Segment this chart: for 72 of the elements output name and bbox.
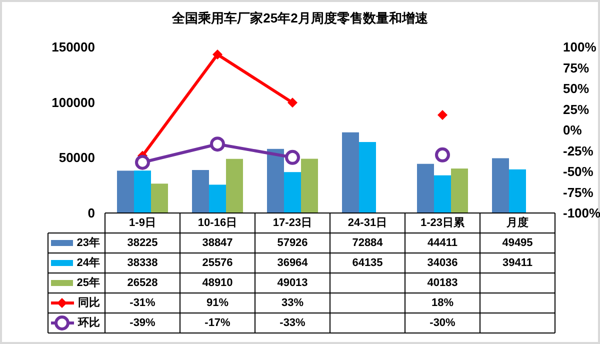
y-tick-label: 50000 xyxy=(58,150,95,166)
y-tick-label: 100000 xyxy=(52,94,95,110)
y2-tick-label: 25% xyxy=(563,102,590,117)
data-label: 48910 xyxy=(202,277,233,289)
legend-label: 同比 xyxy=(78,296,100,309)
point xyxy=(210,136,225,152)
x-tick-label: 月度 xyxy=(506,216,528,229)
data-label: 26528 xyxy=(127,277,158,289)
bar xyxy=(359,142,376,213)
data-label: 25576 xyxy=(202,257,233,269)
legend-label: 24年 xyxy=(76,256,100,269)
data-label: 38225 xyxy=(127,237,158,249)
data-label: -17% xyxy=(204,317,231,329)
data-label: 49495 xyxy=(502,237,533,249)
data-label: 39411 xyxy=(502,257,532,269)
bar xyxy=(434,175,451,213)
data-label: -30% xyxy=(430,317,456,329)
data-label: 18% xyxy=(431,297,454,309)
x-tick-label: 1-9日 xyxy=(129,217,156,229)
x-tick-label: 17-23日 xyxy=(272,217,312,229)
point xyxy=(435,147,450,162)
bar xyxy=(509,169,526,213)
y2-tick-label: -100% xyxy=(563,206,600,220)
bar xyxy=(226,158,243,213)
x-tick-label: 24-31日 xyxy=(348,217,388,229)
bar xyxy=(342,132,359,213)
data-label: -39% xyxy=(130,317,156,329)
y2-tick-label: -75% xyxy=(563,184,594,200)
data-label: 38847 xyxy=(202,237,233,249)
data-label: 33% xyxy=(281,297,304,309)
bar xyxy=(301,158,318,213)
legend-label: 环比 xyxy=(77,316,100,329)
data-label: 91% xyxy=(206,297,229,309)
data-label: 57926 xyxy=(277,237,308,249)
data-label: 64135 xyxy=(352,257,383,269)
data-label: 38338 xyxy=(127,257,158,269)
chart-title: 全国乘用车厂家25年2月周度零售数量和增速 xyxy=(171,10,429,26)
x-tick-label: 1-23日累 xyxy=(420,217,466,229)
y-tick-label: 150000 xyxy=(52,40,95,54)
data-label: 72884 xyxy=(352,237,384,249)
bar xyxy=(134,170,151,213)
y2-tick-label: -50% xyxy=(563,164,594,179)
x-tick-label: 10-16日 xyxy=(198,217,238,229)
point xyxy=(288,98,298,108)
y2-tick-label: -25% xyxy=(563,143,594,158)
legend-label: 25年 xyxy=(76,276,100,289)
y-tick-label: 0 xyxy=(88,206,95,220)
bar xyxy=(192,170,209,213)
bar xyxy=(451,168,468,213)
data-label: 44411 xyxy=(428,237,458,249)
data-label: -33% xyxy=(280,317,306,329)
point xyxy=(285,150,300,165)
y2-tick-label: 0% xyxy=(563,122,582,138)
data-label: 36964 xyxy=(277,257,309,269)
y2-tick-label: 50% xyxy=(563,81,590,96)
point xyxy=(135,154,150,170)
data-label: -31% xyxy=(130,297,156,309)
data-label: 49013 xyxy=(277,277,308,289)
bar xyxy=(284,172,301,213)
y2-tick-label: 75% xyxy=(563,60,590,76)
point xyxy=(212,49,222,60)
data-label: 34036 xyxy=(427,257,458,269)
y2-tick-label: 100% xyxy=(563,40,597,54)
bar xyxy=(209,184,226,213)
bar xyxy=(492,158,509,213)
bar xyxy=(151,184,168,213)
bar xyxy=(117,170,134,213)
bar xyxy=(267,148,284,213)
bar xyxy=(417,164,434,213)
point xyxy=(438,110,448,120)
legend-label: 23年 xyxy=(76,236,100,249)
data-label: 40183 xyxy=(427,277,458,289)
